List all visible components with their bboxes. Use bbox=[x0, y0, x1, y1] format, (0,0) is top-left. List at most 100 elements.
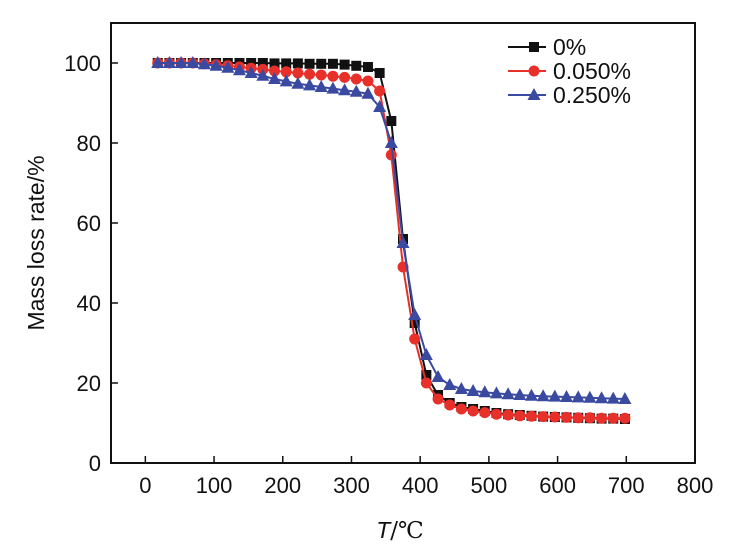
data-point bbox=[583, 390, 597, 403]
data-point bbox=[327, 58, 338, 69]
data-point bbox=[571, 390, 585, 403]
data-point bbox=[186, 56, 200, 68]
data-point bbox=[362, 75, 374, 87]
x-tick-label: 0 bbox=[139, 473, 151, 498]
data-point bbox=[549, 411, 561, 423]
data-point bbox=[374, 68, 385, 78]
data-point bbox=[584, 412, 596, 424]
legend-item: 0.250% bbox=[508, 82, 631, 108]
data-point bbox=[619, 412, 631, 424]
data-point bbox=[269, 65, 281, 77]
x-axis-title: T/℃ bbox=[376, 517, 424, 544]
data-point bbox=[361, 86, 375, 99]
data-point bbox=[466, 384, 480, 396]
data-point bbox=[537, 411, 549, 423]
data-point bbox=[327, 70, 339, 82]
data-point bbox=[607, 412, 619, 424]
data-point bbox=[281, 58, 292, 69]
x-axis-title-unit: /℃ bbox=[390, 518, 423, 544]
data-point bbox=[502, 409, 514, 421]
data-point bbox=[197, 57, 211, 70]
data-point bbox=[339, 71, 351, 83]
x-tick-label: 200 bbox=[264, 473, 301, 498]
data-point bbox=[232, 63, 246, 76]
x-tick-label: 700 bbox=[608, 473, 645, 498]
legend-label: 0% bbox=[553, 34, 586, 60]
legend-item: 0.050% bbox=[508, 58, 631, 84]
data-point bbox=[525, 410, 537, 422]
data-point bbox=[256, 68, 270, 81]
data-point bbox=[524, 388, 538, 401]
data-point bbox=[548, 389, 562, 402]
data-point bbox=[244, 66, 258, 78]
plot-frame bbox=[110, 22, 696, 464]
data-point bbox=[351, 60, 362, 71]
data-point bbox=[221, 60, 235, 73]
series-line bbox=[157, 62, 625, 400]
data-point bbox=[432, 393, 444, 405]
data-point bbox=[326, 81, 340, 94]
data-point bbox=[536, 389, 550, 402]
data-point bbox=[421, 370, 432, 380]
data-point bbox=[467, 405, 479, 417]
data-point bbox=[303, 78, 317, 91]
data-point bbox=[384, 136, 398, 148]
data-point bbox=[373, 100, 387, 112]
data-point bbox=[560, 390, 574, 402]
y-tick-label: 60 bbox=[77, 211, 101, 236]
data-point bbox=[269, 58, 280, 69]
data-point bbox=[314, 80, 328, 92]
data-point bbox=[489, 386, 503, 399]
x-tick-label: 500 bbox=[471, 473, 508, 498]
data-point bbox=[291, 76, 305, 89]
series-2 bbox=[151, 56, 632, 404]
data-point bbox=[304, 58, 315, 69]
legend-label: 0.050% bbox=[553, 58, 631, 84]
data-point bbox=[490, 408, 502, 420]
data-point bbox=[209, 58, 223, 71]
data-point bbox=[174, 56, 188, 68]
legend-marker bbox=[529, 42, 539, 52]
x-tick-label: 400 bbox=[402, 473, 439, 498]
data-point bbox=[431, 370, 445, 382]
data-point bbox=[315, 69, 327, 81]
data-point bbox=[595, 391, 609, 404]
data-point bbox=[443, 378, 457, 390]
data-point bbox=[618, 392, 632, 404]
data-point bbox=[386, 116, 397, 126]
data-point bbox=[409, 318, 420, 328]
data-point bbox=[280, 66, 292, 78]
legend-item: 0% bbox=[508, 34, 586, 60]
data-point bbox=[420, 377, 432, 389]
legend: 0%0.050%0.250% bbox=[508, 34, 631, 108]
data-point bbox=[561, 411, 573, 423]
x-tick-label: 600 bbox=[539, 473, 576, 498]
data-point bbox=[292, 58, 303, 69]
data-point bbox=[444, 399, 456, 411]
data-point bbox=[292, 67, 304, 79]
x-tick-label: 300 bbox=[333, 473, 370, 498]
data-point bbox=[419, 348, 433, 360]
y-tick-label: 0 bbox=[89, 451, 101, 476]
legend-marker bbox=[527, 88, 541, 100]
data-point bbox=[479, 407, 491, 419]
y-axis-title: Mass loss rate/% bbox=[23, 155, 49, 330]
series-1 bbox=[152, 57, 631, 424]
x-axis-title-var: T bbox=[376, 517, 392, 543]
data-point bbox=[279, 74, 293, 87]
data-point bbox=[362, 62, 373, 72]
data-point bbox=[478, 385, 492, 398]
x-tick-label: 100 bbox=[196, 473, 233, 498]
series-0 bbox=[152, 58, 630, 424]
data-point bbox=[316, 58, 327, 69]
legend-label: 0.250% bbox=[553, 82, 631, 108]
data-point bbox=[339, 59, 350, 70]
data-point bbox=[396, 236, 410, 248]
data-point bbox=[408, 308, 422, 320]
data-point bbox=[409, 333, 421, 345]
data-point bbox=[596, 412, 608, 424]
data-point bbox=[501, 387, 515, 400]
data-point bbox=[304, 68, 316, 80]
data-point bbox=[513, 388, 527, 400]
y-tick-label: 20 bbox=[77, 371, 101, 396]
